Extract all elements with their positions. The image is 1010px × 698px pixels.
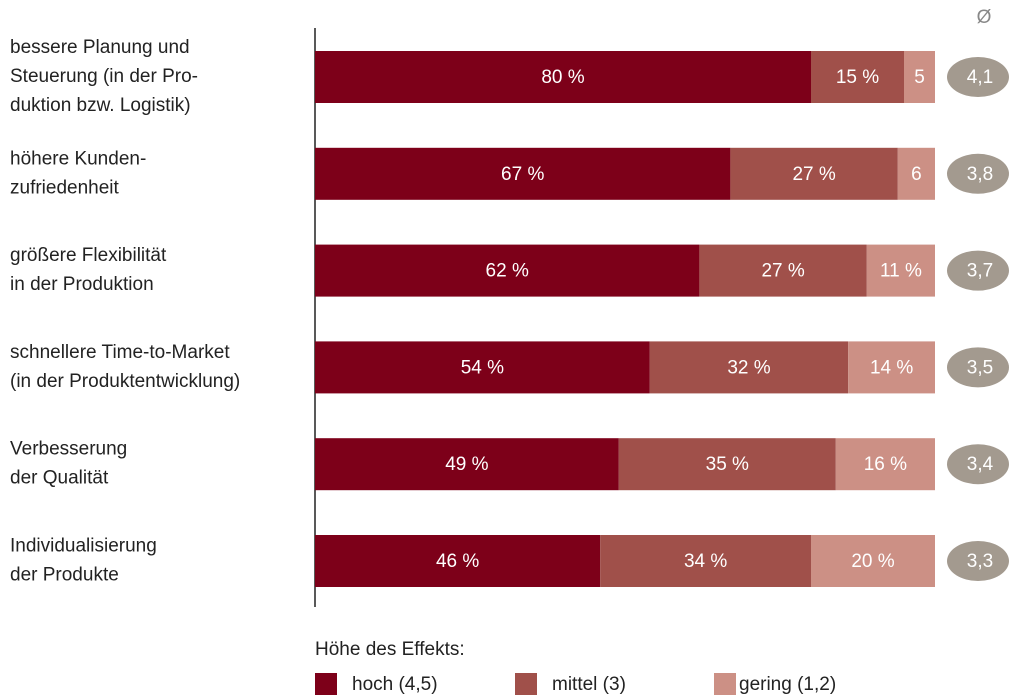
average-label: 3,5 (967, 357, 993, 378)
average-label: 3,4 (967, 454, 994, 475)
bar-segment (811, 51, 904, 103)
category-label: der Qualität (10, 468, 109, 489)
bar-segment (866, 244, 935, 297)
legend-swatch (714, 673, 736, 695)
average-label: 3,8 (967, 164, 993, 185)
bar-segment (835, 438, 935, 491)
value-label: 15 % (836, 67, 879, 88)
average-header: Ø (977, 7, 992, 28)
bar-segment (315, 51, 811, 103)
average-label: 3,3 (967, 551, 993, 572)
average-badge (947, 444, 1009, 485)
bar-segment (315, 147, 731, 200)
bar-segment (848, 341, 935, 394)
bar-segment (730, 147, 898, 200)
value-label: 11 % (880, 261, 922, 282)
category-label: Steuerung (in der Pro- (10, 66, 198, 87)
value-label: 16 % (864, 454, 907, 475)
bar-segment (315, 244, 700, 297)
legend-label: hoch (4,5) (352, 674, 438, 695)
average-badge (947, 57, 1009, 97)
value-label: 80 % (541, 67, 584, 88)
value-label: 32 % (727, 357, 770, 378)
value-label: 20 % (851, 551, 894, 572)
average-badge (947, 250, 1009, 291)
category-label: Verbesserung (10, 439, 127, 460)
category-label: der Produkte (10, 565, 119, 586)
bar-segment (811, 535, 935, 587)
legend-swatch (515, 673, 537, 695)
average-label: 3,7 (967, 261, 993, 282)
value-label: 6 (911, 164, 922, 185)
value-label: 34 % (684, 551, 727, 572)
value-label: 54 % (461, 357, 504, 378)
category-label: (in der Produktentwicklung) (10, 371, 240, 392)
value-label: 35 % (706, 454, 749, 475)
value-label: 49 % (445, 454, 488, 475)
value-label: 46 % (436, 551, 479, 572)
legend-swatch (315, 673, 337, 695)
category-label: duktion bzw. Logistik) (10, 95, 191, 116)
average-badge (947, 541, 1009, 581)
category-label: bessere Planung und (10, 37, 190, 58)
legend-title: Höhe des Effekts: (315, 639, 465, 660)
bar-segment (699, 244, 867, 297)
value-label: 5 (914, 67, 925, 88)
value-label: 62 % (486, 261, 529, 282)
category-label: Individualisierung (10, 536, 157, 557)
bar-segment (904, 51, 935, 103)
bar-segment (649, 341, 849, 394)
value-label: 14 % (870, 357, 913, 378)
legend-label: mittel (3) (552, 674, 626, 695)
bar-segment (618, 438, 836, 491)
value-label: 27 % (792, 164, 835, 185)
category-label: schnellere Time-to-Market (10, 342, 230, 363)
average-label: 4,1 (967, 67, 993, 88)
value-label: 67 % (501, 164, 544, 185)
category-label: zufriedenheit (10, 177, 120, 198)
bar-segment (897, 147, 935, 200)
category-label: in der Produktion (10, 274, 154, 295)
bar-segment (600, 535, 811, 587)
category-label: größere Flexibilität (10, 245, 167, 266)
category-label: höhere Kunden- (10, 148, 146, 169)
bar-segment (315, 438, 619, 491)
average-badge (947, 153, 1009, 194)
legend-label: gering (1,2) (739, 674, 836, 695)
average-badge (947, 347, 1009, 388)
bar-segment (315, 535, 601, 587)
value-label: 27 % (761, 261, 804, 282)
bar-segment (315, 341, 650, 394)
